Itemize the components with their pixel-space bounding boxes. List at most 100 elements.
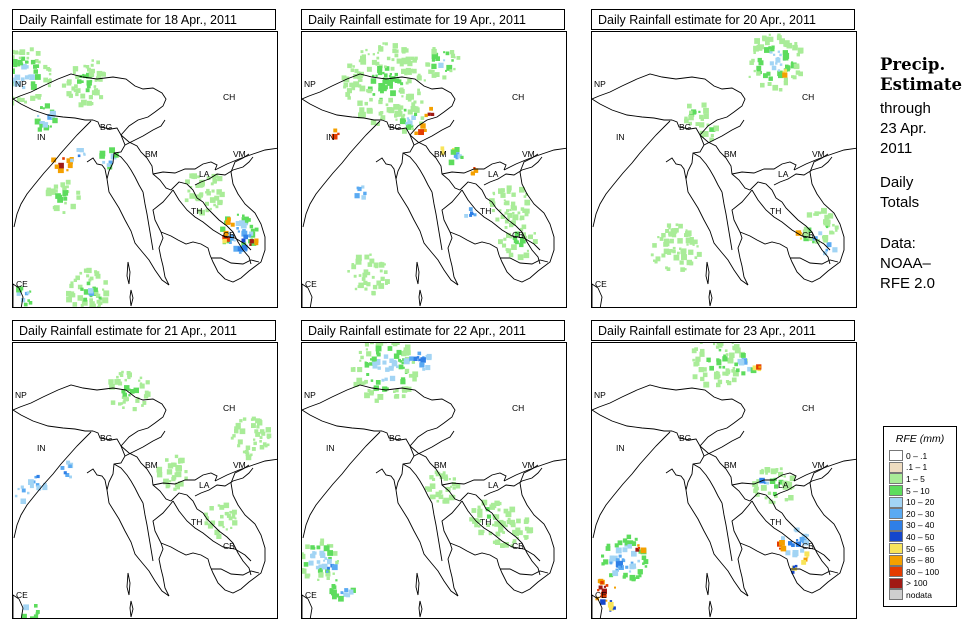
map-svg: NP IN BG CH BM VM LA TH CB CE	[592, 343, 856, 618]
border-line	[302, 431, 381, 539]
country-label-np: NP	[594, 390, 606, 400]
rainfall-field	[650, 33, 839, 272]
rain-cell-5	[204, 502, 238, 539]
border-line	[431, 191, 443, 251]
border-line	[790, 257, 839, 265]
border-line	[158, 542, 170, 597]
legend-swatch	[889, 543, 903, 555]
border-line	[491, 512, 541, 576]
legend-label: nodata	[906, 589, 932, 600]
country-label-la: LA	[778, 480, 789, 490]
country-label-ch: CH	[223, 92, 235, 102]
border-line	[413, 430, 455, 457]
rain-cell-8	[650, 223, 702, 272]
country-label-th: TH	[191, 517, 202, 527]
border-line	[731, 472, 797, 486]
island-outline	[415, 261, 420, 285]
border-line	[214, 458, 277, 482]
country-label-in: IN	[326, 132, 335, 142]
border-line	[113, 463, 144, 504]
legend-swatch	[889, 496, 903, 508]
border-line	[500, 257, 549, 265]
country-label-in: IN	[37, 443, 46, 453]
border-line	[402, 463, 433, 504]
rain-cell-7	[448, 147, 464, 166]
island-outline	[592, 594, 603, 618]
rainfall-map: NP IN BG CH BM VM LA TH CB CE	[301, 342, 567, 619]
legend-item: 10 – 20	[884, 496, 956, 508]
map-svg: NP IN BG CH BM VM LA TH CB CE	[592, 33, 856, 307]
rain-cell-9	[228, 229, 252, 254]
border-line	[106, 178, 170, 286]
rain-cell-1	[425, 47, 461, 80]
rain-cell-6	[45, 179, 81, 214]
legend-swatch	[889, 508, 903, 520]
legend-swatch	[889, 577, 903, 589]
rain-cell-4	[70, 148, 86, 163]
border-line	[788, 464, 845, 594]
border-line	[699, 134, 783, 203]
rain-cell-8	[470, 167, 479, 176]
country-label-ch: CH	[512, 92, 524, 102]
island-outline	[418, 289, 423, 307]
legend-item: 80 – 100	[884, 566, 956, 578]
border-line	[731, 500, 753, 544]
border-line	[773, 467, 833, 497]
border-line	[721, 502, 733, 562]
legend-label: 50 – 65	[906, 543, 935, 554]
border-line	[793, 147, 856, 171]
country-label-np: NP	[594, 79, 606, 89]
rainfall-field	[595, 343, 810, 612]
border-line	[737, 231, 749, 286]
border-line	[194, 467, 254, 497]
daily-line-2: Totals	[880, 194, 920, 211]
border-line	[692, 152, 723, 193]
border-line	[461, 189, 541, 251]
border-line	[214, 147, 277, 171]
rainfall-map: NP IN BG CH BM VM LA TH CB CE	[12, 31, 278, 308]
rain-cell-1	[61, 59, 106, 108]
border-line	[209, 464, 266, 594]
rain-cell-10	[354, 185, 367, 200]
border-line	[211, 257, 260, 265]
country-label-ch: CH	[802, 403, 814, 413]
country-label-np: NP	[15, 79, 27, 89]
island-outline	[302, 594, 313, 618]
border-line	[152, 189, 174, 233]
rain-cell-0	[13, 47, 52, 106]
title-line-1: Precip.	[880, 55, 946, 74]
border-line	[409, 445, 493, 514]
country-label-bg: BG	[679, 433, 691, 443]
rain-cell-2	[34, 103, 58, 132]
map-svg: NP IN BG CH BM VM LA TH CB CE	[302, 343, 566, 618]
country-label-th: TH	[191, 206, 202, 216]
country-label-in: IN	[616, 443, 625, 453]
country-label-vm: VM	[812, 149, 825, 159]
country-label-vm: VM	[233, 460, 246, 470]
legend-swatch	[889, 566, 903, 578]
legend-label: > 100	[906, 578, 928, 589]
border-line	[142, 191, 154, 251]
island-outline	[708, 600, 713, 618]
rainfall-map: NP IN BG CH BM VM LA TH CB CE	[301, 31, 567, 308]
rain-cell-11	[498, 220, 538, 261]
border-line	[793, 458, 856, 482]
rain-cell-5	[99, 147, 119, 170]
border-line	[202, 201, 252, 265]
border-line	[209, 153, 266, 283]
country-label-bg: BG	[389, 122, 401, 132]
country-label-la: LA	[199, 169, 210, 179]
country-label-ce: CE	[595, 279, 607, 289]
border-line	[120, 134, 204, 203]
side-daily: Daily Totals	[880, 173, 919, 213]
legend-label: 30 – 40	[906, 520, 935, 531]
rain-cell-2	[752, 364, 762, 372]
country-label-bg: BG	[100, 122, 112, 132]
border-line	[152, 472, 218, 486]
legend-swatch	[889, 589, 903, 601]
rain-cell-3	[752, 467, 796, 505]
border-line	[447, 231, 459, 286]
legend-label: 0 – .1	[906, 450, 928, 461]
rain-cell-0	[350, 343, 419, 403]
country-label-la: LA	[488, 169, 499, 179]
